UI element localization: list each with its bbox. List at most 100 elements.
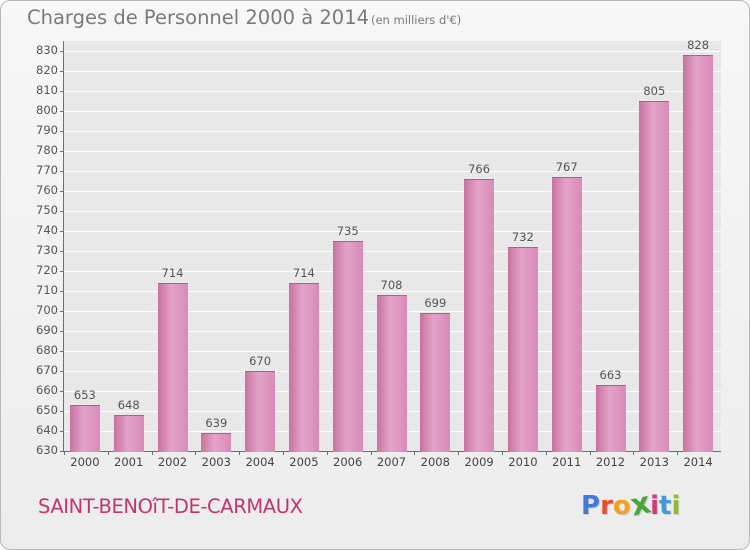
x-tickmark [107,451,109,455]
x-tick-label: 2000 [70,455,100,469]
y-tick-label: 760 [36,183,58,197]
logo-letter: o [612,491,631,521]
x-tick-label: 2014 [683,455,713,469]
gridline [64,270,721,272]
x-tick-label: 2008 [420,455,450,469]
y-tickmark [60,410,64,412]
chart-title: Charges de Personnel 2000 à 2014 [27,6,370,29]
y-tickmark [60,370,64,372]
y-tickmark [60,230,64,232]
gridline [64,230,721,232]
y-tickmark [60,90,64,92]
logo-letter: i [671,491,681,521]
data-label: 714 [292,266,315,280]
data-label: 735 [336,224,359,238]
data-label: 663 [599,368,622,382]
gridline [64,90,721,92]
data-label: 708 [380,278,403,292]
y-tickmark [60,270,64,272]
data-label: 714 [161,266,184,280]
data-label: 699 [424,296,447,310]
data-label: 639 [205,416,228,430]
y-tick-label: 630 [36,443,58,457]
bar-2012 [595,385,626,452]
gridline [64,190,721,192]
data-label: 648 [117,398,140,412]
y-tick-label: 810 [36,83,58,97]
logo-letter: P [581,491,601,521]
y-tick-label: 710 [36,283,58,297]
x-tickmark [414,451,416,455]
y-tickmark [60,70,64,72]
data-label: 805 [643,84,666,98]
bar-2000 [69,405,100,452]
data-label: 670 [249,354,272,368]
logo-letter: i [650,491,660,521]
y-tick-label: 730 [36,243,58,257]
bar-2013 [639,101,670,452]
gridline [64,110,721,112]
bar-2006 [332,241,363,452]
y-tick-label: 680 [36,343,58,357]
bar-2009 [464,179,495,452]
logo-letter: r [600,491,613,521]
y-tickmark [60,310,64,312]
x-tickmark [633,451,635,455]
logo-letter: t [659,491,672,521]
chart-unit: (en milliers d'€) [371,13,462,27]
y-tickmark [60,290,64,292]
gridline [64,210,721,212]
y-tickmark [60,210,64,212]
x-tickmark [151,451,153,455]
bar-2004 [245,371,276,452]
x-tickmark [195,451,197,455]
y-tick-label: 820 [36,63,58,77]
y-tickmark [60,350,64,352]
gridline [64,150,721,152]
y-tickmark [60,150,64,152]
y-axis-line [63,41,64,451]
proxiti-logo: Proxiti [581,485,681,523]
y-tickmark [60,130,64,132]
y-tick-label: 830 [36,43,58,57]
gridline [64,50,721,52]
gridline [64,70,721,72]
y-tick-label: 800 [36,103,58,117]
y-tickmark [60,430,64,432]
bar-2001 [113,415,144,452]
y-tick-label: 790 [36,123,58,137]
y-tickmark [60,50,64,52]
bar-2014 [683,55,714,452]
y-tick-label: 750 [36,203,58,217]
gridline [64,250,721,252]
gridline [64,170,721,172]
y-tickmark [60,170,64,172]
data-label: 767 [555,160,578,174]
x-tick-label: 2003 [201,455,231,469]
x-tickmark [677,451,679,455]
x-tickmark [589,451,591,455]
y-tickmark [60,390,64,392]
y-tick-label: 700 [36,303,58,317]
y-tickmark [60,190,64,192]
y-tickmark [60,110,64,112]
x-tickmark [458,451,460,455]
gridline [64,130,721,132]
y-tick-label: 720 [36,263,58,277]
x-tickmark [502,451,503,455]
x-tick-label: 2006 [333,455,363,469]
data-label: 828 [687,38,710,52]
town-name: SAINT-BENOîT-DE-CARMAUX [38,495,303,518]
x-tick-label: 2013 [639,455,669,469]
x-tick-label: 2011 [552,455,582,469]
bar-2003 [201,433,232,452]
y-tick-label: 660 [36,383,58,397]
y-tick-label: 780 [36,143,58,157]
bar-2005 [288,283,319,452]
y-tick-label: 670 [36,363,58,377]
bar-2007 [376,295,407,452]
y-tick-label: 640 [36,423,58,437]
y-tickmark [60,250,64,252]
x-tick-label: 2012 [595,455,626,469]
x-tickmark [283,451,284,455]
